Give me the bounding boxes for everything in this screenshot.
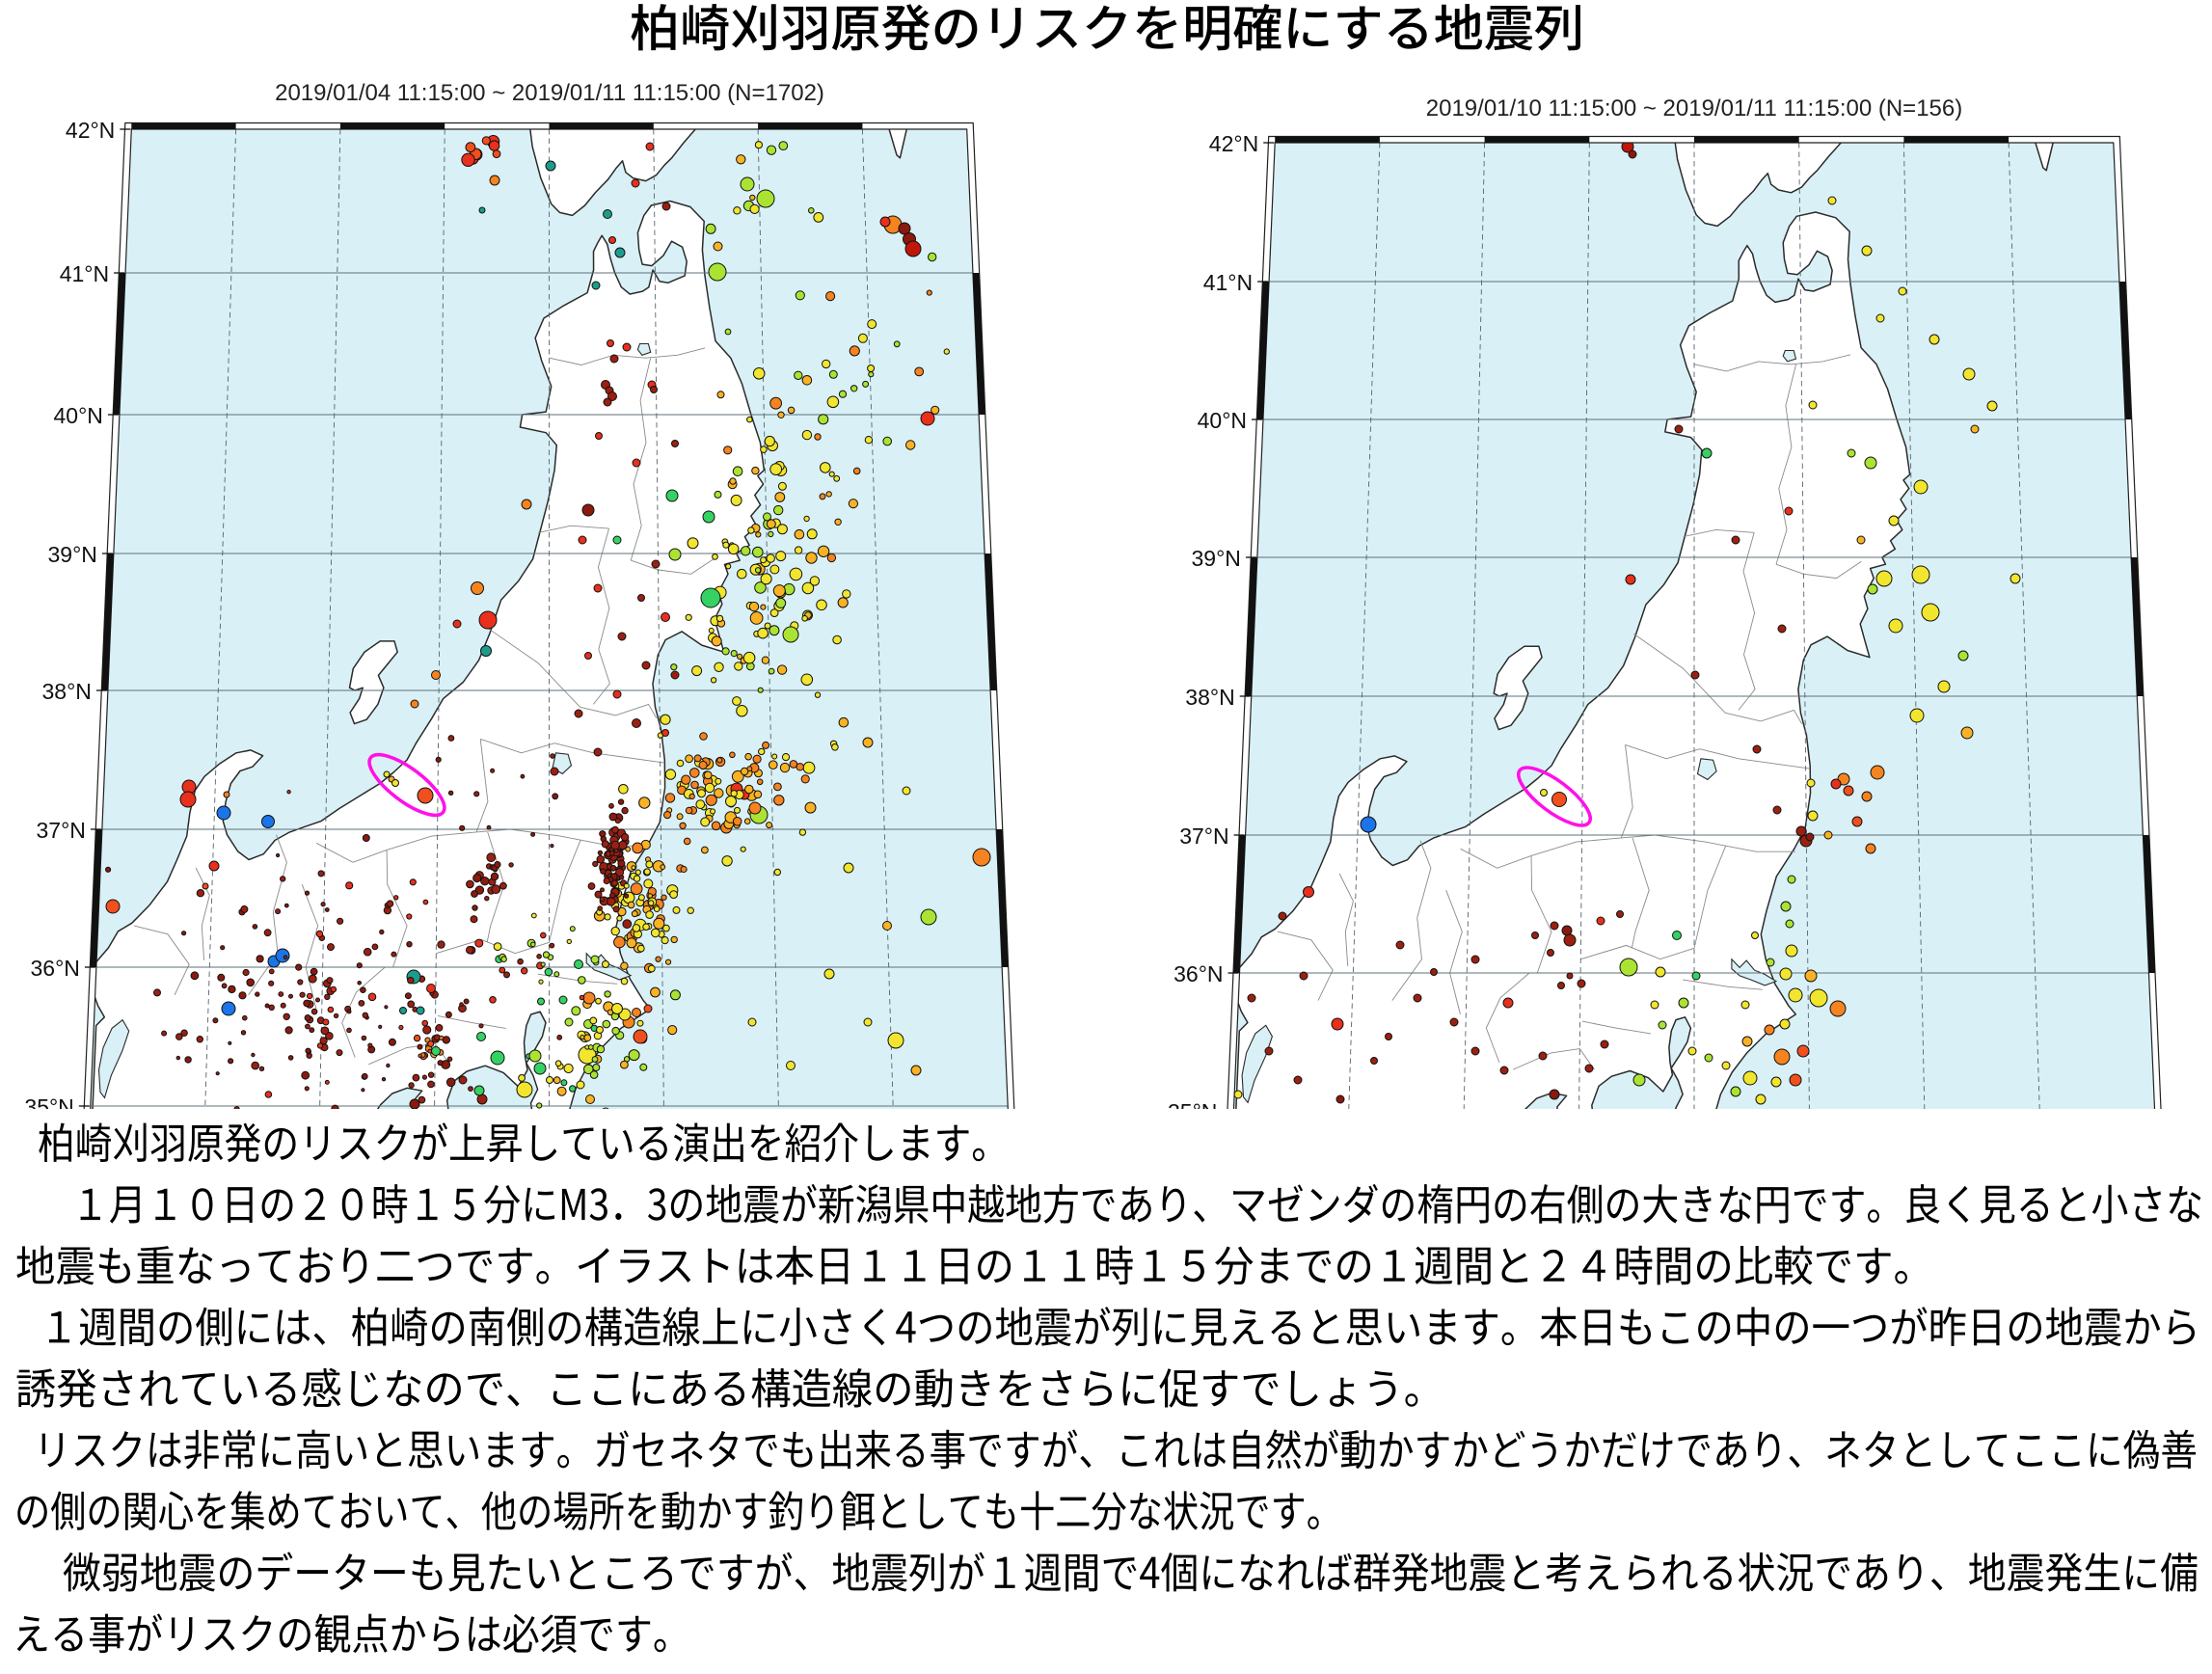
svg-text:35°N: 35°N (1168, 1099, 1217, 1124)
svg-text:37°N: 37°N (1179, 824, 1228, 849)
svg-text:41°N: 41°N (60, 261, 109, 286)
svg-text:40°N: 40°N (1198, 408, 1247, 433)
svg-text:39°N: 39°N (48, 542, 97, 567)
svg-text:42°N: 42°N (1209, 131, 1258, 156)
svg-text:39°N: 39°N (1192, 546, 1241, 571)
svg-text:38°N: 38°N (42, 679, 92, 704)
svg-text:35°N: 35°N (24, 1094, 73, 1120)
svg-text:42°N: 42°N (66, 118, 115, 143)
svg-text:37°N: 37°N (37, 818, 86, 843)
svg-text:40°N: 40°N (54, 403, 103, 428)
svg-text:2019/01/10 11:15:00 ~ 2019/01/: 2019/01/10 11:15:00 ~ 2019/01/11 11:15:0… (1426, 95, 1962, 122)
svg-text:36°N: 36°N (31, 956, 80, 981)
svg-text:41°N: 41°N (1203, 270, 1253, 295)
svg-text:38°N: 38°N (1185, 685, 1234, 710)
svg-text:36°N: 36°N (1173, 961, 1223, 986)
svg-text:2019/01/04 11:15:00 ~ 2019/01/: 2019/01/04 11:15:00 ~ 2019/01/11 11:15:0… (275, 80, 824, 106)
